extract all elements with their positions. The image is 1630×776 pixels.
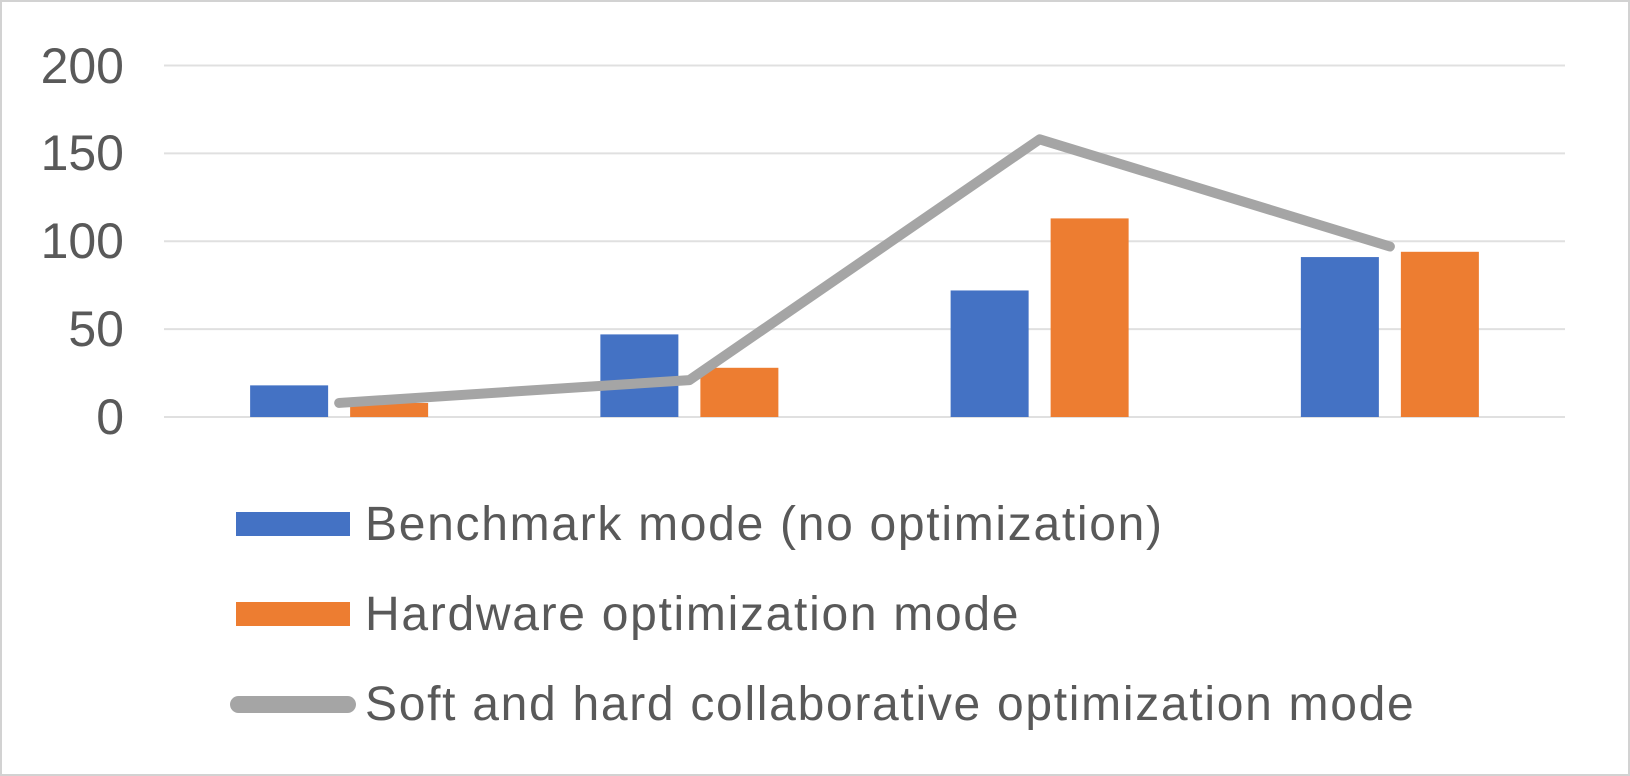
- benchmark-series-swatch: [236, 512, 350, 536]
- legend: Benchmark mode (no optimization) Hardwar…: [230, 498, 1415, 770]
- y-axis-label-100: 100: [40, 213, 124, 270]
- legend-row-benchmark: Benchmark mode (no optimization): [230, 498, 1415, 551]
- bar-1-2: [1050, 218, 1129, 417]
- legend-label-benchmark: Benchmark mode (no optimization): [365, 497, 1164, 551]
- legend-label-hardware: Hardware optimization mode: [365, 587, 1021, 641]
- bar-1-3: [1400, 251, 1479, 417]
- bar-0-2: [950, 290, 1029, 417]
- bar-0-0: [250, 385, 329, 417]
- y-axis-label-50: 50: [68, 301, 124, 358]
- legend-row-collaborative: Soft and hard collaborative optimization…: [230, 678, 1415, 731]
- bar-0-1: [600, 334, 679, 417]
- y-axis-label-200: 200: [40, 37, 124, 94]
- bar-1-0: [350, 402, 429, 417]
- bar-0-3: [1300, 257, 1379, 417]
- y-axis-label-0: 0: [96, 389, 124, 445]
- legend-row-hardware: Hardware optimization mode: [230, 588, 1415, 641]
- collaborative-line: [334, 134, 1395, 408]
- collaborative-series-swatch: [230, 695, 356, 713]
- y-axis-label-150: 150: [40, 125, 124, 182]
- legend-label-collaborative: Soft and hard collaborative optimization…: [365, 677, 1416, 731]
- bar-1-1: [700, 367, 779, 417]
- hardware-series-swatch: [236, 602, 350, 626]
